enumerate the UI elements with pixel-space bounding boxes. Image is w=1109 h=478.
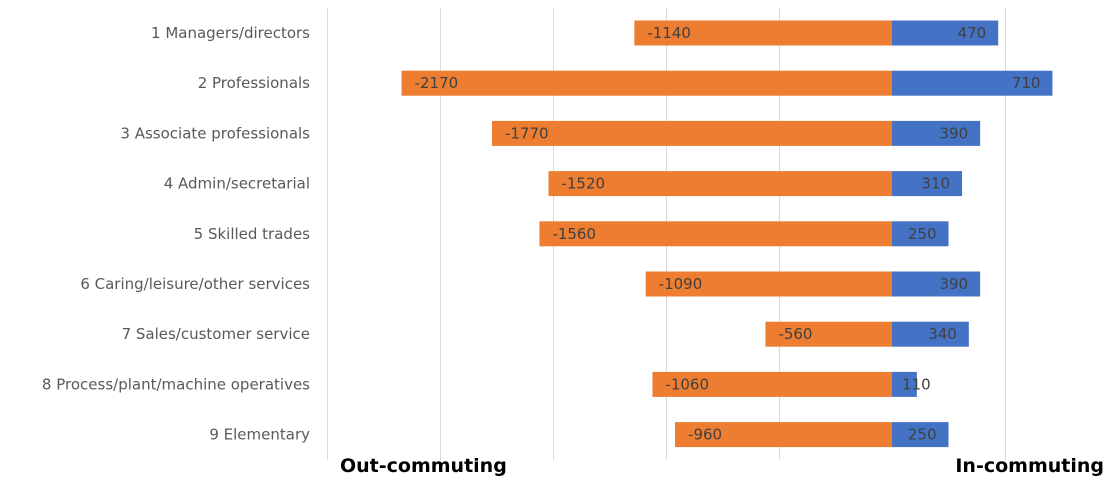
bars	[401, 20, 1053, 448]
out-commuting-bar	[765, 321, 892, 347]
out-commuting-value: -1560	[552, 225, 596, 243]
in-commuting-bar	[892, 321, 969, 347]
out-commuting-value: -2170	[415, 74, 459, 92]
in-commuting-value: 470	[958, 24, 987, 42]
out-commuting-bar	[548, 171, 892, 197]
out-commuting-bar	[652, 371, 892, 397]
in-commuting-bar	[892, 70, 1053, 96]
out-commuting-bar	[401, 70, 892, 96]
in-commuting-bar	[892, 271, 981, 297]
category-label: 3 Associate professionals	[120, 124, 310, 142]
category-label: 6 Caring/leisure/other services	[80, 275, 310, 293]
out-commuting-value: -1090	[659, 275, 703, 293]
out-commuting-value: -1770	[505, 124, 549, 142]
category-label: 5 Skilled trades	[194, 225, 311, 243]
in-commuting-value: 390	[939, 124, 968, 142]
out-commuting-bar	[645, 271, 892, 297]
category-label: 8 Process/plant/machine operatives	[42, 375, 310, 393]
in-commuting-bar	[892, 120, 981, 146]
out-commuting-value: -1060	[665, 375, 709, 393]
out-commuting-value: -960	[688, 426, 722, 444]
category-label: 2 Professionals	[198, 74, 310, 92]
out-commuting-bar	[634, 20, 892, 46]
out-commuting-label: Out-commuting	[340, 455, 507, 477]
data-labels: -1140 470 -2170 710 -1770 390 -1520 310 -1560 250…	[415, 24, 1041, 444]
in-commuting-bar	[892, 221, 949, 247]
out-commuting-value: -1140	[647, 24, 691, 42]
in-commuting-value: 710	[1012, 74, 1041, 92]
category-label: 4 Admin/secretarial	[164, 175, 310, 193]
category-label: 9 Elementary	[209, 426, 310, 444]
category-labels: 1 Managers/directors 2 Professionals 3 Ass…	[42, 24, 310, 444]
out-commuting-value: -1520	[561, 175, 605, 193]
in-commuting-bar	[892, 422, 949, 448]
out-commuting-bar	[675, 422, 892, 448]
in-commuting-value: 110	[902, 375, 931, 393]
in-commuting-bar	[892, 171, 963, 197]
in-commuting-value: 310	[921, 175, 950, 193]
category-label: 1 Managers/directors	[151, 24, 310, 42]
out-commuting-value: -560	[778, 325, 812, 343]
out-commuting-bar	[491, 120, 892, 146]
in-commuting-value: 340	[928, 325, 957, 343]
in-commuting-bar	[892, 371, 917, 397]
in-commuting-bar	[892, 20, 999, 46]
in-commuting-value: 250	[908, 225, 937, 243]
in-commuting-value: 250	[908, 426, 937, 444]
out-commuting-bar	[539, 221, 892, 247]
category-label: 7 Sales/customer service	[122, 325, 310, 343]
in-commuting-label: In-commuting	[955, 455, 1104, 477]
in-commuting-value: 390	[939, 275, 968, 293]
